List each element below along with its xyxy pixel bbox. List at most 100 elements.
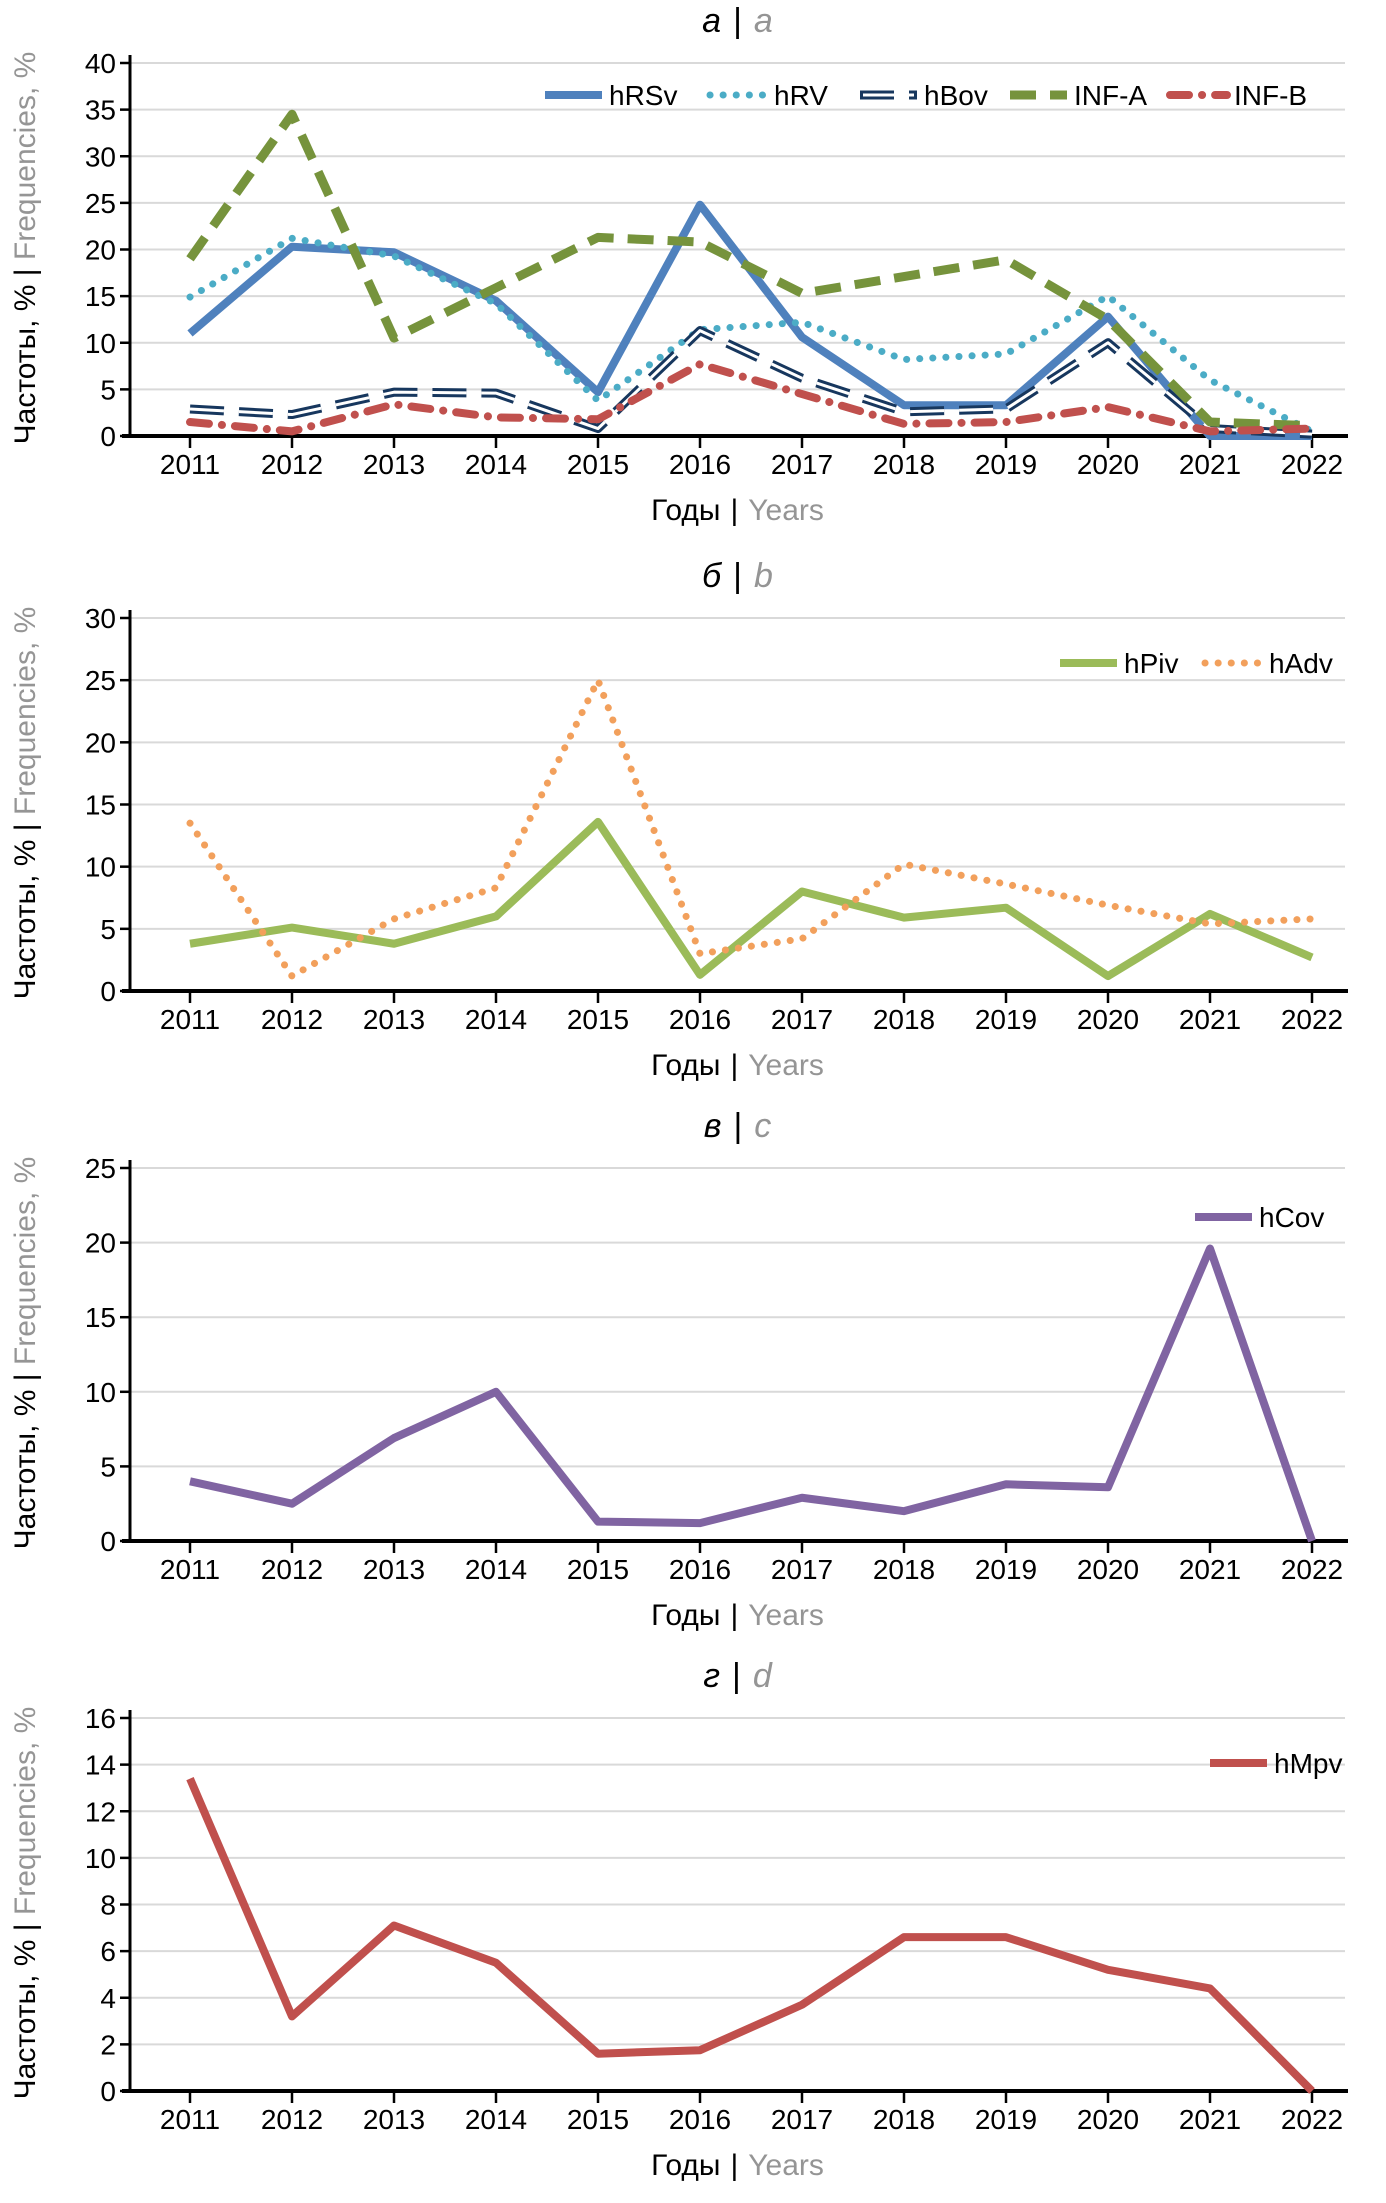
- y-axis-label-ru: Частоты, %: [9, 1389, 42, 1550]
- x-tick-label-2017: 2017: [771, 1554, 833, 1585]
- x-tick-label-2021: 2021: [1179, 449, 1241, 480]
- y-tick-label-25: 25: [85, 665, 116, 696]
- y-axis-label-ru: Частоты, %: [9, 1939, 42, 2100]
- tick-labels-a: 0 5 10 15 20 25 30 35 40 2011 2012 2013 2014 2015 2016…: [85, 48, 1343, 480]
- x-tick-label-2012: 2012: [261, 2104, 323, 2135]
- tick-labels-d: 0 2 4 6 8 10 12 14 16 2011 2012 2013 2014 2015 2016 201…: [85, 1703, 1343, 2135]
- x-tick-label-2017: 2017: [771, 449, 833, 480]
- x-tick-label-2015: 2015: [567, 1554, 629, 1585]
- x-tick-label-2013: 2013: [363, 1554, 425, 1585]
- x-tick-label-2022: 2022: [1281, 2104, 1343, 2135]
- x-tick-label-2012: 2012: [261, 1004, 323, 1035]
- x-tick-label-2019: 2019: [975, 1554, 1037, 1585]
- legend-item-hBov: hBov: [860, 80, 988, 111]
- x-tick-label-2016: 2016: [669, 449, 731, 480]
- series-hBov-line: [189, 326, 1313, 439]
- series-hPiv: [189, 817, 1314, 981]
- legend-label-hPiv: hPiv: [1124, 648, 1178, 679]
- legend-label-hRSv: hRSv: [609, 80, 677, 111]
- chart-c-title-en: c: [754, 1107, 772, 1145]
- y-axis-label-separator: |: [9, 823, 42, 832]
- y-tick-label-2: 2: [100, 2029, 116, 2060]
- x-axis-label-en: Years: [748, 494, 824, 527]
- chart-c-title-separator: |: [733, 1107, 743, 1145]
- y-tick-label-16: 16: [85, 1703, 116, 1734]
- chart-d-canvas: 0 2 4 6 8 10 12 14 16 2011 2012 2013 2014 2015 2016 201…: [85, 1703, 1348, 2135]
- gridlines-d: [130, 1717, 1345, 2046]
- x-tick-label-2016: 2016: [669, 1554, 731, 1585]
- x-tick-label-2022: 2022: [1281, 1004, 1343, 1035]
- y-tick-label-4: 4: [100, 1983, 116, 2014]
- chart-a-title-en: a: [753, 2, 773, 40]
- chart-d-title-en: d: [752, 1657, 772, 1695]
- y-tick-label-10: 10: [85, 852, 116, 883]
- y-tick-label-25: 25: [85, 188, 116, 219]
- x-tick-label-2021: 2021: [1179, 2104, 1241, 2135]
- y-tick-label-25: 25: [85, 1153, 116, 1184]
- x-tick-label-2017: 2017: [771, 1004, 833, 1035]
- y-tick-label-5: 5: [100, 374, 116, 405]
- x-axis-label-ru: Годы: [651, 1049, 721, 1082]
- x-tick-label-2015: 2015: [567, 449, 629, 480]
- y-axis-label-en: Frequencies, %: [9, 51, 42, 261]
- legend-label-INF-B: INF-B: [1234, 80, 1307, 111]
- x-axis-label-separator: |: [730, 1049, 739, 1082]
- axes-d: [120, 1710, 1348, 2103]
- x-tick-label-2020: 2020: [1077, 449, 1139, 480]
- chart-c-title: в | c: [130, 1107, 1345, 1146]
- y-tick-label-10: 10: [85, 1843, 116, 1874]
- chart-d-x-axis-label: Годы | Years: [130, 2149, 1345, 2183]
- x-tick-label-2014: 2014: [465, 2104, 527, 2135]
- x-tick-label-2020: 2020: [1077, 1004, 1139, 1035]
- x-tick-label-2016: 2016: [669, 2104, 731, 2135]
- y-tick-label-0: 0: [100, 976, 116, 1007]
- chart-a-x-axis-label: Годы | Years: [130, 494, 1345, 528]
- series-hRV: [186, 234, 1316, 435]
- legend-label-hCov: hCov: [1259, 1202, 1324, 1233]
- x-tick-label-2015: 2015: [567, 2104, 629, 2135]
- x-axis-label-separator: |: [730, 494, 739, 527]
- y-tick-label-40: 40: [85, 48, 116, 79]
- legend-d: hMpv: [1210, 1748, 1342, 1779]
- x-axis-label-ru: Годы: [651, 1599, 721, 1632]
- legend-label-hAdv: hAdv: [1269, 648, 1333, 679]
- x-tick-label-2011: 2011: [160, 1004, 220, 1035]
- x-tick-label-2021: 2021: [1179, 1004, 1241, 1035]
- y-tick-label-6: 6: [100, 1936, 116, 1967]
- x-axis-label-ru: Годы: [651, 2149, 721, 2182]
- chart-c-title-ru: в: [703, 1107, 722, 1145]
- legend-c: hCov: [1195, 1202, 1324, 1233]
- legend-label-INF-A: INF-A: [1074, 80, 1147, 111]
- x-axis-label-ru: Годы: [651, 494, 721, 527]
- x-tick-label-2012: 2012: [261, 449, 323, 480]
- axes-b: [120, 610, 1348, 1003]
- x-axis-label-en: Years: [748, 1599, 824, 1632]
- y-axis-label-separator: |: [9, 1923, 42, 1932]
- legend-item-hPiv: hPiv: [1060, 648, 1178, 679]
- series-hRV-line: [186, 234, 1316, 435]
- y-axis-label-ru: Частоты, %: [9, 839, 42, 1000]
- x-tick-label-2018: 2018: [873, 449, 935, 480]
- y-axis-label-ru: Частоты, %: [9, 284, 42, 445]
- x-tick-label-2013: 2013: [363, 1004, 425, 1035]
- y-tick-label-35: 35: [85, 95, 116, 126]
- x-tick-label-2012: 2012: [261, 1554, 323, 1585]
- chart-c-canvas: 0 5 10 15 20 25 2011 2012 2013 2014 2015 2016 2017 20…: [85, 1153, 1348, 1585]
- x-tick-label-2016: 2016: [669, 1004, 731, 1035]
- x-tick-label-2017: 2017: [771, 2104, 833, 2135]
- chart-d-title-separator: |: [732, 1657, 741, 1695]
- axes-c: [120, 1160, 1348, 1553]
- series-hMpv: [186, 1777, 1315, 2094]
- x-axis-label-separator: |: [730, 1599, 739, 1632]
- series-hPiv-line: [189, 817, 1314, 981]
- x-axis-label-en: Years: [748, 1049, 824, 1082]
- chart-a-title: а | a: [130, 2, 1345, 41]
- panel-a: 0 5 10 15 20 25 30 35 40 2011 2012 2013 2014 2015 2016…: [0, 0, 1386, 548]
- series-hBov: [189, 326, 1313, 439]
- x-tick-label-2014: 2014: [465, 1004, 527, 1035]
- y-tick-label-30: 30: [85, 603, 116, 634]
- series-hAdv: [186, 676, 1316, 980]
- x-tick-label-2013: 2013: [363, 449, 425, 480]
- x-tick-label-2018: 2018: [873, 1554, 935, 1585]
- x-tick-label-2018: 2018: [873, 1004, 935, 1035]
